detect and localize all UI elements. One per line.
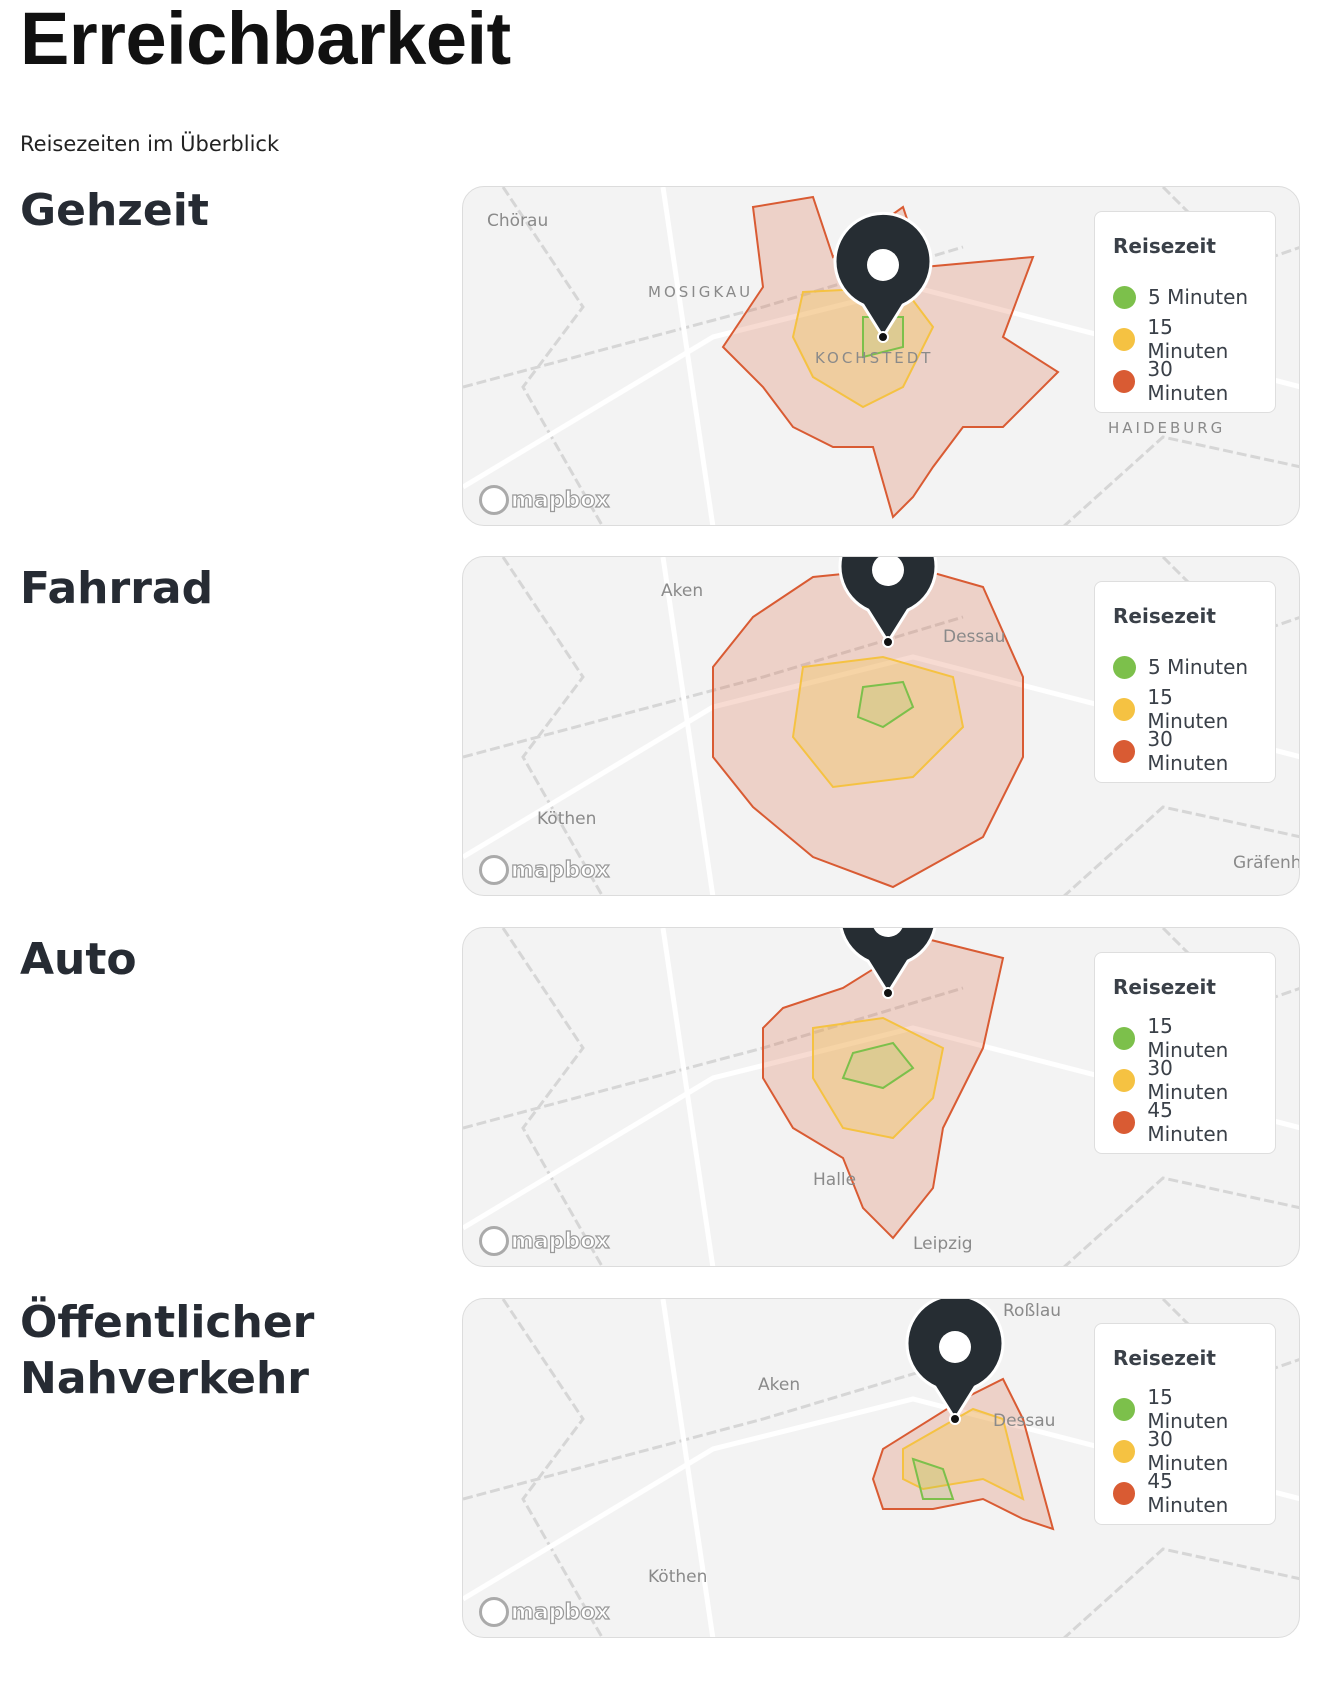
place-label: HAIDEBURG xyxy=(1108,419,1226,437)
legend-label: 5 Minuten xyxy=(1148,655,1249,679)
legend-item: 30 Minuten xyxy=(1113,727,1257,775)
legend-item: 15 Minuten xyxy=(1113,685,1257,733)
map-legend: Reisezeit 15 Minuten 30 Minuten 45 Minuten xyxy=(1094,952,1276,1154)
mapbox-logo-icon xyxy=(479,485,509,515)
place-label: Dessau xyxy=(993,1411,1056,1431)
legend-label: 45 Minuten xyxy=(1147,1469,1229,1517)
legend-dot-icon xyxy=(1113,1439,1136,1463)
map-canvas[interactable] xyxy=(463,1299,1300,1638)
legend-title: Reisezeit xyxy=(1113,234,1216,258)
isochrone-map[interactable]: Roßlau Aken Dessau Köthen mapbox Reisezeit 15 … xyxy=(462,1298,1300,1638)
location-pin-icon[interactable] xyxy=(905,1299,1005,1425)
location-pin-icon[interactable] xyxy=(833,211,933,343)
legend-dot-icon xyxy=(1113,1397,1136,1421)
mapbox-wordmark: mapbox xyxy=(510,857,610,883)
legend-title: Reisezeit xyxy=(1113,1346,1216,1370)
section-title: Fahrrad xyxy=(20,563,214,614)
mapbox-attribution[interactable]: mapbox xyxy=(479,485,610,515)
isochrone-middle xyxy=(902,1407,1025,1501)
isochrone-map[interactable]: Halle Leipzig mapbox Reisezeit 15 Minuten 30 … xyxy=(462,927,1300,1267)
legend-item: 5 Minuten xyxy=(1113,276,1257,318)
place-label: Dessau xyxy=(943,627,1006,647)
mapbox-attribution[interactable]: mapbox xyxy=(479,1226,610,1256)
legend-dot-icon xyxy=(1113,697,1136,721)
legend-item: 30 Minuten xyxy=(1113,357,1257,405)
legend-title: Reisezeit xyxy=(1113,975,1216,999)
mapbox-wordmark: mapbox xyxy=(510,487,610,513)
legend-label: 5 Minuten xyxy=(1148,285,1249,309)
legend-label: 45 Minuten xyxy=(1147,1098,1229,1146)
map-legend: Reisezeit 5 Minuten 15 Minuten 30 Minuten xyxy=(1094,211,1276,413)
boundary-lines xyxy=(463,187,1299,525)
legend-label: 15 Minuten xyxy=(1147,1014,1229,1062)
map-legend: Reisezeit 15 Minuten 30 Minuten 45 Minuten xyxy=(1094,1323,1276,1525)
isochrone-outer xyxy=(721,195,1060,519)
legend-item: 15 Minuten xyxy=(1113,315,1257,363)
mapbox-logo-icon xyxy=(479,1226,509,1256)
boundary-lines xyxy=(463,557,1299,895)
legend-label: 30 Minuten xyxy=(1147,1056,1229,1104)
place-label: Chörau xyxy=(487,211,549,231)
isochrone-inner xyxy=(911,1457,955,1500)
isochrone-inner xyxy=(841,1041,915,1090)
place-label: Roßlau xyxy=(1003,1301,1062,1321)
map-legend: Reisezeit 5 Minuten 15 Minuten 30 Minuten xyxy=(1094,581,1276,783)
isochrone-map[interactable]: Aken Dessau Köthen Gräfenh mapbox Reisezeit 5 … xyxy=(462,556,1300,896)
legend-item: 30 Minuten xyxy=(1113,1056,1257,1104)
legend-dot-icon xyxy=(1113,655,1136,679)
legend-label: 15 Minuten xyxy=(1147,685,1229,733)
legend-label: 30 Minuten xyxy=(1147,357,1229,405)
mapbox-attribution[interactable]: mapbox xyxy=(479,1597,610,1627)
section-title: Öffentlicher Nahverkehr xyxy=(20,1297,315,1404)
isochrone-middle xyxy=(791,655,965,789)
legend-item: 45 Minuten xyxy=(1113,1469,1257,1517)
legend-item: 30 Minuten xyxy=(1113,1427,1257,1475)
place-label: KOCHSTEDT xyxy=(815,349,934,367)
legend-item: 15 Minuten xyxy=(1113,1385,1257,1433)
mapbox-logo-icon xyxy=(479,855,509,885)
legend-label: 30 Minuten xyxy=(1147,727,1229,775)
section-title: Gehzeit xyxy=(20,185,209,236)
place-label: Leipzig xyxy=(913,1234,973,1254)
legend-label: 15 Minuten xyxy=(1147,1385,1229,1433)
legend-dot-icon xyxy=(1113,1026,1136,1050)
page-title: Erreichbarkeit xyxy=(20,0,511,80)
place-label: Köthen xyxy=(648,1567,708,1587)
boundary-lines xyxy=(463,1299,1299,1637)
isochrone-middle xyxy=(812,1016,945,1140)
legend-dot-icon xyxy=(1113,739,1136,763)
legend-title: Reisezeit xyxy=(1113,604,1216,628)
legend-item: 15 Minuten xyxy=(1113,1014,1257,1062)
place-label: Halle xyxy=(813,1170,857,1190)
place-label: Aken xyxy=(758,1375,801,1395)
place-label: MOSIGKAU xyxy=(648,283,754,301)
isochrone-inner xyxy=(856,680,915,729)
location-pin-icon[interactable] xyxy=(838,557,938,648)
legend-dot-icon xyxy=(1113,369,1136,393)
legend-label: 15 Minuten xyxy=(1147,315,1229,363)
legend-dot-icon xyxy=(1113,1068,1136,1092)
legend-dot-icon xyxy=(1113,1481,1136,1505)
mapbox-wordmark: mapbox xyxy=(510,1599,610,1625)
mapbox-attribution[interactable]: mapbox xyxy=(479,855,610,885)
mapbox-logo-icon xyxy=(479,1597,509,1627)
place-label: Gräfenh xyxy=(1233,853,1300,873)
section-title: Auto xyxy=(20,934,137,985)
map-canvas[interactable] xyxy=(463,187,1300,526)
legend-dot-icon xyxy=(1113,327,1136,351)
mapbox-wordmark: mapbox xyxy=(510,1228,610,1254)
location-pin-icon[interactable] xyxy=(839,928,937,999)
place-label: Aken xyxy=(661,581,704,601)
legend-dot-icon xyxy=(1113,285,1136,309)
map-canvas[interactable] xyxy=(463,928,1300,1267)
isochrone-map[interactable]: Chörau MOSIGKAU KOCHSTEDT HAIDEBURG mapbox Re… xyxy=(462,186,1300,526)
legend-label: 30 Minuten xyxy=(1147,1427,1229,1475)
legend-item: 45 Minuten xyxy=(1113,1098,1257,1146)
place-label: Köthen xyxy=(537,809,597,829)
legend-dot-icon xyxy=(1113,1110,1136,1134)
page-subtitle: Reisezeiten im Überblick xyxy=(20,132,280,156)
legend-item: 5 Minuten xyxy=(1113,646,1257,688)
